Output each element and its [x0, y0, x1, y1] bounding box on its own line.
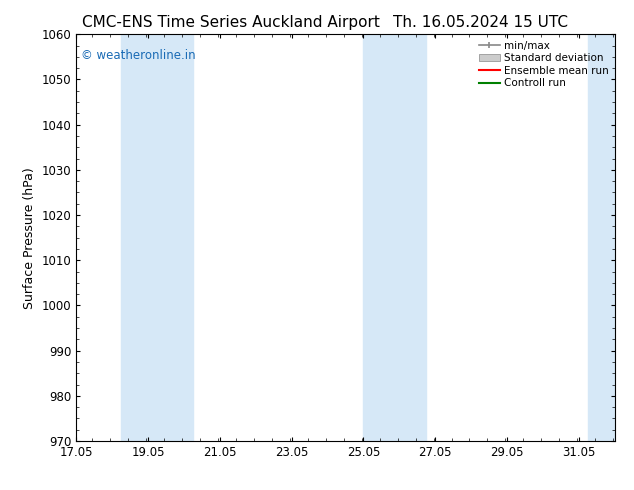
- Bar: [363, 34, 426, 441]
- Text: © weatheronline.in: © weatheronline.in: [81, 49, 196, 62]
- Y-axis label: Surface Pressure (hPa): Surface Pressure (hPa): [23, 167, 36, 309]
- Bar: [588, 34, 624, 441]
- Text: Th. 16.05.2024 15 UTC: Th. 16.05.2024 15 UTC: [393, 15, 568, 30]
- Text: CMC-ENS Time Series Auckland Airport: CMC-ENS Time Series Auckland Airport: [82, 15, 380, 30]
- Legend: min/max, Standard deviation, Ensemble mean run, Controll run: min/max, Standard deviation, Ensemble me…: [476, 37, 612, 92]
- Title: CMC-ENS Time Series Auckland Airport      Th. 16.05.2024 15 UTC: CMC-ENS Time Series Auckland Airport Th.…: [0, 489, 1, 490]
- Bar: [121, 34, 193, 441]
